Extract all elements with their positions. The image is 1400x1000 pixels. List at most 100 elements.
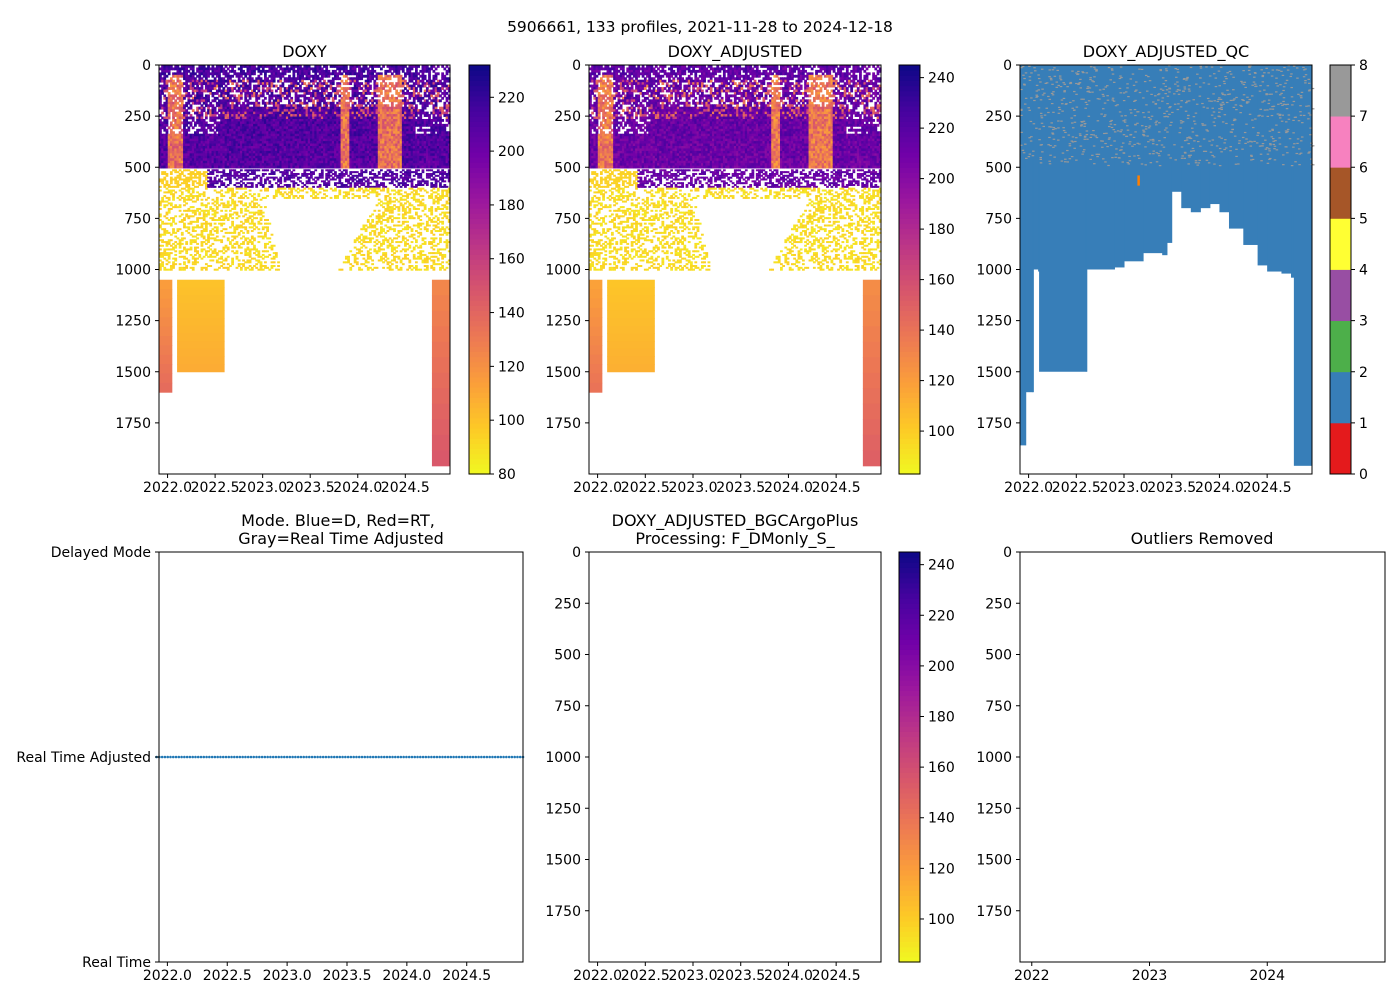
doxy-cell — [250, 123, 254, 127]
doxy-cell — [229, 79, 232, 83]
doxy-cell — [255, 101, 259, 105]
doxy-cell — [178, 111, 182, 115]
doxy-cell — [163, 87, 167, 90]
doxy-cell — [178, 94, 182, 98]
doxy-cell — [215, 69, 219, 73]
doxy-cell — [261, 67, 265, 71]
doxy-cell — [316, 133, 320, 137]
doxy-cell — [250, 91, 254, 95]
doxy-cell — [253, 91, 256, 95]
doxy-cell — [220, 163, 224, 167]
doxy-cell — [281, 150, 285, 154]
doxy-cell — [187, 165, 191, 169]
doxy-cell — [198, 101, 202, 105]
doxy-cell — [274, 114, 278, 117]
doxy-cell — [257, 141, 261, 144]
doxy-cell — [176, 87, 180, 90]
doxy-line-cell — [414, 171, 418, 174]
doxy-cell — [329, 91, 333, 95]
doxy-cell — [242, 89, 245, 93]
doxy-cell — [239, 126, 243, 130]
doxy-cell — [248, 77, 252, 81]
doxy-cell — [255, 131, 259, 135]
doxy-cell — [331, 128, 335, 132]
doxy-cell — [178, 145, 182, 149]
doxy-cell — [261, 143, 265, 147]
doxy-cell — [169, 96, 173, 100]
doxy-cell — [198, 136, 202, 140]
doxy-cell — [360, 82, 364, 86]
doxy-cell — [296, 121, 300, 125]
doxy-cell — [281, 114, 285, 117]
doxy-cell — [222, 67, 226, 71]
doxy-cell — [200, 165, 204, 169]
doxy-cell — [226, 126, 230, 130]
doxy-cell — [285, 128, 289, 132]
doxy-cell — [185, 158, 189, 162]
doxy-cell — [211, 155, 215, 159]
doxy-cell — [274, 96, 278, 100]
doxy-cell — [404, 74, 407, 78]
doxy-cell — [231, 109, 234, 113]
doxy-cell — [309, 138, 313, 142]
doxy-cell — [176, 116, 180, 120]
doxy-cell — [312, 109, 315, 113]
doxy-cell — [253, 123, 256, 127]
doxy-cell — [229, 163, 232, 167]
doxy-cell — [174, 138, 178, 142]
doxy-cell — [229, 89, 232, 93]
doxy-cell — [202, 106, 206, 110]
doxy-cell — [299, 74, 302, 78]
doxy-cell — [283, 104, 287, 108]
doxy-cell — [294, 79, 298, 83]
doxy-cell — [198, 148, 202, 152]
doxy-cell — [174, 104, 178, 108]
doxy-cell — [288, 111, 291, 115]
doxy-cell — [161, 89, 164, 93]
doxy-cell — [253, 155, 256, 159]
doxy-cell — [200, 143, 204, 147]
doxy-cell — [253, 158, 256, 162]
doxy-cell — [211, 165, 215, 169]
doxy-cell — [165, 163, 169, 167]
doxy-cell — [303, 82, 307, 86]
doxy-cell — [314, 126, 318, 130]
doxy-cell — [272, 141, 276, 144]
doxy-cell — [279, 77, 283, 81]
doxy-cell — [299, 145, 302, 149]
doxy-cell — [165, 67, 169, 71]
doxy-cell — [327, 109, 331, 113]
doxy-cell — [264, 116, 267, 120]
doxy-cell — [239, 109, 243, 113]
doxy-cell — [279, 114, 283, 117]
doxy-cell — [272, 84, 276, 88]
doxy-cell — [294, 111, 298, 115]
doxy-cell — [172, 82, 175, 86]
doxy-cell — [242, 148, 245, 152]
doxy-cell — [294, 96, 298, 100]
doxy-cell — [220, 138, 224, 142]
doxy-cell — [327, 123, 331, 127]
doxy-cell — [259, 141, 263, 144]
doxy-cell — [327, 74, 331, 78]
doxy-cell — [159, 141, 162, 144]
doxy-cell — [207, 126, 210, 130]
doxy-cell — [183, 143, 186, 147]
doxy-cell — [198, 118, 202, 122]
doxy-cell — [331, 82, 335, 86]
doxy-cell — [327, 138, 331, 142]
doxy-cell — [196, 141, 199, 144]
doxy-cell — [318, 65, 322, 68]
doxy-cell — [314, 131, 318, 135]
doxy-cell — [266, 79, 269, 83]
doxy-cell — [259, 155, 263, 159]
doxy-cell — [202, 131, 206, 135]
doxy-cell — [292, 126, 296, 130]
doxy-cell — [329, 84, 333, 88]
doxy-cell — [163, 84, 167, 88]
doxy-cell — [194, 148, 197, 152]
doxy-cell — [194, 123, 197, 127]
doxy-cell — [288, 67, 291, 71]
doxy-cell — [191, 136, 195, 140]
